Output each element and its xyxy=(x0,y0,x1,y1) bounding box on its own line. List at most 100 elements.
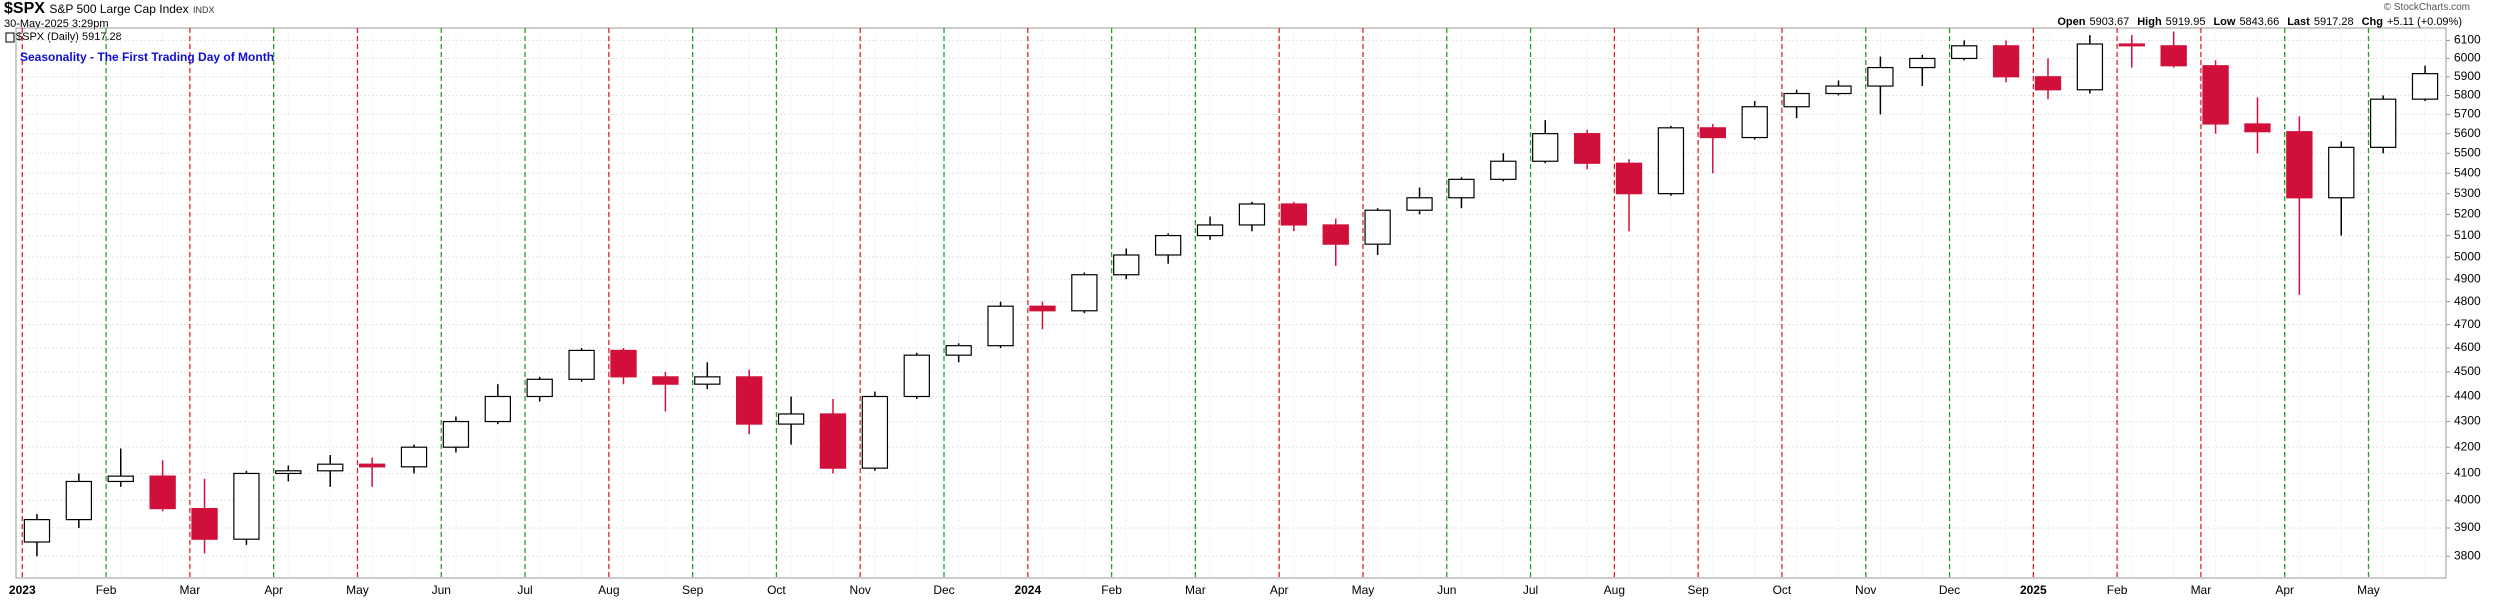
y-tick-label: 6000 xyxy=(2454,51,2481,65)
x-tick-label: Sep xyxy=(682,583,704,597)
candle-body xyxy=(1657,127,1685,195)
candle-body xyxy=(275,470,302,475)
x-tick-label: 2024 xyxy=(1014,583,1041,597)
candle-body xyxy=(233,472,260,540)
quote-value: 5919.95 xyxy=(2165,16,2206,28)
y-tick-label: 5900 xyxy=(2454,69,2481,83)
candle-body xyxy=(1783,92,1810,108)
candle-body xyxy=(2286,131,2313,199)
x-tick-label: Nov xyxy=(850,583,871,597)
candle-body xyxy=(2244,123,2271,133)
candle-body xyxy=(903,354,930,398)
x-tick-label: Jun xyxy=(432,583,451,597)
candle-body xyxy=(694,376,721,385)
timestamp: 30-May-2025 3:29pm xyxy=(4,18,109,30)
y-tick-label: 4400 xyxy=(2454,389,2481,403)
y-tick-label: 4500 xyxy=(2454,364,2481,378)
candle-body xyxy=(2369,98,2397,148)
candle-body xyxy=(1992,45,2020,78)
candle-body xyxy=(1154,234,1182,256)
quote-label: Open xyxy=(2057,16,2086,28)
y-tick-label: 3800 xyxy=(2454,548,2481,562)
chart-title: Seasonality - The First Trading Day of M… xyxy=(20,50,274,64)
y-tick-label: 4200 xyxy=(2454,439,2481,453)
y-tick-label: 5100 xyxy=(2454,228,2481,242)
y-tick-label: 6100 xyxy=(2454,33,2481,47)
x-tick-label: Oct xyxy=(1773,583,1792,597)
candle-body xyxy=(2034,76,2062,91)
candle-body xyxy=(191,507,218,540)
quote-value: +5.11 (+0.09%) xyxy=(2386,16,2462,28)
y-tick-label: 3900 xyxy=(2454,520,2481,534)
candle-body xyxy=(652,376,679,385)
candle-body xyxy=(2202,65,2229,125)
candle-body xyxy=(819,413,847,469)
x-tick-label: Feb xyxy=(2107,583,2128,597)
y-tick-label: 5800 xyxy=(2454,88,2481,102)
candle-body xyxy=(23,519,51,543)
candle-body xyxy=(610,349,637,378)
candle-body xyxy=(65,480,93,521)
legend-icon xyxy=(5,32,15,43)
candle-body xyxy=(1448,178,1475,199)
candle-body xyxy=(107,475,134,483)
index-name: S&P 500 Large Cap Index xyxy=(49,2,189,16)
y-tick-label: 4100 xyxy=(2454,466,2481,480)
candle-body xyxy=(2160,45,2187,67)
candle-body xyxy=(1825,85,1852,95)
x-tick-label: Aug xyxy=(1604,583,1625,597)
x-tick-label: Feb xyxy=(96,583,117,597)
candle-body xyxy=(1196,224,1224,237)
quote-label: High xyxy=(2137,16,2162,28)
y-tick-label: 5400 xyxy=(2454,165,2481,179)
candle-body xyxy=(568,349,595,380)
symbol: $SPX xyxy=(4,0,45,17)
candle-body xyxy=(526,378,553,398)
plot-frame xyxy=(15,27,2447,579)
x-tick-label: 2023 xyxy=(9,583,36,597)
x-tick-label: Oct xyxy=(767,583,786,597)
candle-body xyxy=(400,446,428,468)
x-tick-label: Jul xyxy=(1523,583,1538,597)
x-tick-label: May xyxy=(1352,583,1375,597)
candle-body xyxy=(1322,224,1349,245)
candle-body xyxy=(2118,43,2145,47)
candle-body xyxy=(2076,43,2104,91)
candle-body xyxy=(1573,133,1601,164)
quote-value: 5903.67 xyxy=(2089,16,2130,28)
candle-body xyxy=(1238,203,1266,226)
candle-body xyxy=(1951,45,1978,60)
candle-body xyxy=(945,345,972,356)
x-tick-label: Sep xyxy=(1687,583,1709,597)
candle-body xyxy=(1029,305,1056,312)
candle-body xyxy=(317,463,344,472)
y-tick-label: 5600 xyxy=(2454,126,2481,140)
quote-label: Low xyxy=(2213,16,2236,28)
x-tick-label: May xyxy=(346,583,369,597)
quote-value: 5917.28 xyxy=(2313,16,2354,28)
candle-body xyxy=(1490,160,1517,180)
candle-body xyxy=(1280,203,1308,226)
x-tick-label: Mar xyxy=(1185,583,1206,597)
candle-body xyxy=(1364,209,1391,245)
x-tick-label: Feb xyxy=(1101,583,1122,597)
candle-body xyxy=(1741,106,1768,139)
quote-value: 5843.66 xyxy=(2239,16,2280,28)
candle-body xyxy=(1867,66,1894,87)
candle-body xyxy=(1532,133,1559,162)
y-tick-label: 4800 xyxy=(2454,294,2481,308)
quote-label: Last xyxy=(2287,16,2310,28)
candle-body xyxy=(1909,57,1936,69)
x-tick-label: Nov xyxy=(1855,583,1876,597)
candle-body xyxy=(1071,274,1098,312)
legend-label: $SPX (Daily) 5917.28 xyxy=(16,31,122,43)
y-tick-label: 4600 xyxy=(2454,340,2481,354)
x-tick-label: Mar xyxy=(180,583,201,597)
candle-body xyxy=(987,305,1014,347)
candle-body xyxy=(484,395,511,423)
y-tick-label: 4700 xyxy=(2454,317,2481,331)
candle-body xyxy=(358,463,386,468)
x-tick-label: 2025 xyxy=(2020,583,2047,597)
y-tick-label: 4900 xyxy=(2454,271,2481,285)
